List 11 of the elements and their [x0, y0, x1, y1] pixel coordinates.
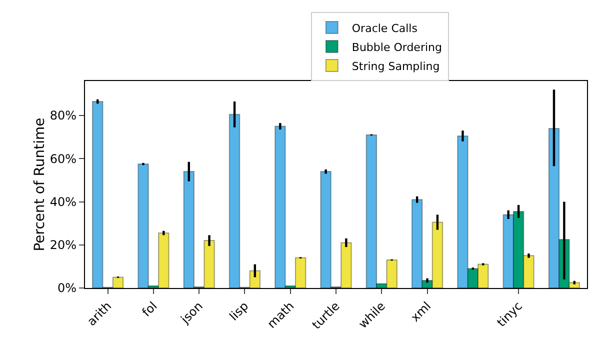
y-tick-label: 0% — [57, 281, 76, 296]
x-tick-label: lisp — [226, 298, 252, 324]
y-tick-label: 60% — [50, 152, 76, 166]
legend-label: Oracle Calls — [352, 22, 418, 35]
x-tick-label: fol — [139, 298, 160, 320]
legend-label: String Sampling — [352, 60, 440, 73]
y-tick-label: 80% — [50, 108, 76, 123]
y-tick-label: 20% — [50, 238, 76, 252]
y-axis-title: Percent of Runtime — [32, 118, 48, 252]
y-tick-label: 40% — [50, 194, 76, 209]
legend-label: Bubble Ordering — [352, 40, 442, 54]
